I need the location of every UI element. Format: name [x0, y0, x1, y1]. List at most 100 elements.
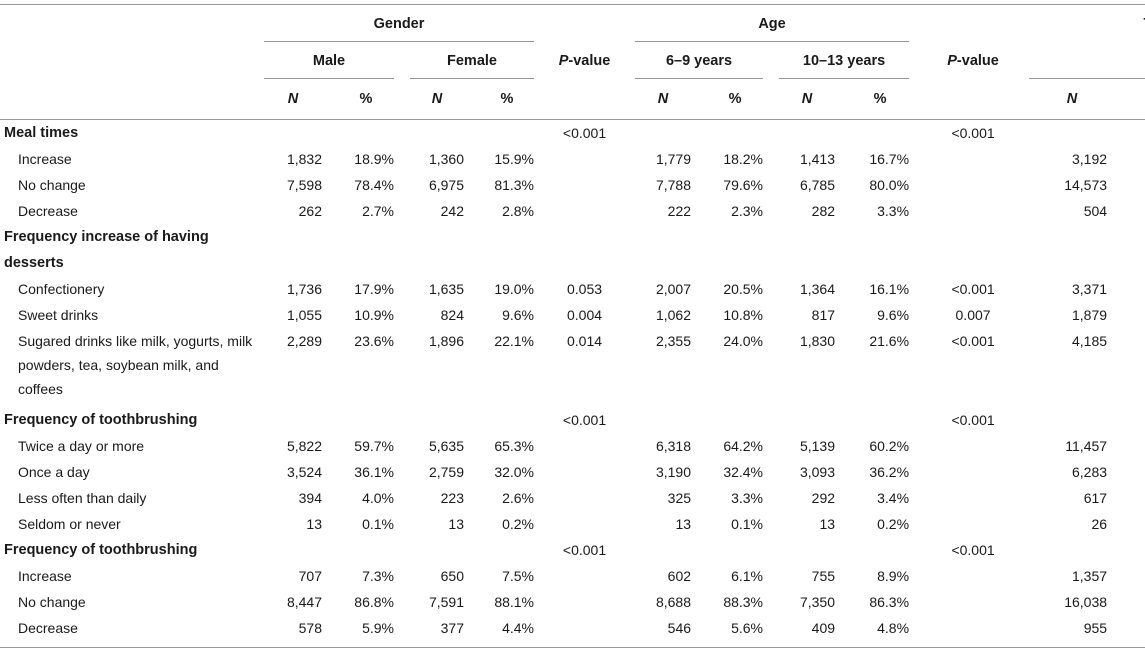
female-n-cell: 377	[440, 620, 464, 636]
total-n-cell: 4,185	[1072, 333, 1108, 349]
table-row: Sugared drinks like milk, yogurts, milk …	[0, 328, 1145, 407]
male-pct-cell: 4.0%	[362, 490, 394, 506]
total-n-cell: 11,457	[1065, 438, 1108, 454]
table-figure: Gender Age Total Male Female P-value 6–9…	[0, 4, 1145, 648]
female-n-cell: 1,635	[428, 281, 464, 297]
age69-n-cell: 7,788	[655, 177, 692, 193]
male-pct-cell: 2.7%	[362, 203, 394, 219]
male-n-cell: 8,447	[286, 594, 322, 610]
section-label: Frequency increase of having desserts	[4, 229, 209, 271]
p-value-gender-cell: <0.001	[562, 542, 607, 558]
age1013-pct-cell: 60.2%	[869, 438, 910, 454]
section-label: Frequency of toothbrushing	[4, 412, 198, 428]
age69-pct-cell: 10.8%	[723, 307, 764, 323]
female-pct-cell: 65.3%	[494, 438, 535, 454]
total-n-cell: 1,879	[1072, 307, 1108, 323]
age1013-pct-cell: 21.6%	[869, 333, 910, 349]
p-value-gender-cell: <0.001	[562, 125, 607, 141]
p-value-age-cell: <0.001	[951, 333, 995, 349]
male-pct-header: %	[359, 91, 373, 107]
table-row: No change 7,598 78.4% 6,975 81.3% 7,788 79.6% 6…	[0, 172, 1145, 198]
female-pct-cell: 9.6%	[502, 307, 535, 323]
p-value-age-cell: 0.007	[955, 307, 991, 323]
p-value-gender-cell	[542, 563, 627, 589]
female-n-cell: 650	[440, 568, 464, 584]
total-pct-cell: 7.4%	[1115, 563, 1145, 589]
male-pct-cell: 7.3%	[362, 568, 394, 584]
total-pct-cell: 2.8%	[1115, 198, 1145, 224]
table-row: Decrease 262 2.7% 242 2.8% 222 2.3% 282 3.3% 504 2…	[0, 198, 1145, 224]
age69-n-cell: 602	[667, 568, 692, 584]
total-pct-cell: 10.3%	[1115, 302, 1145, 328]
p-value-age-cell: <0.001	[951, 412, 995, 428]
data-table: Gender Age Total Male Female P-value 6–9…	[0, 4, 1145, 648]
male-pct-cell: 0.1%	[362, 516, 394, 532]
male-pct-cell: 86.8%	[354, 594, 394, 610]
age69-n-cell: 13	[675, 516, 692, 532]
age69-pct-cell: 6.1%	[731, 568, 764, 584]
age1013-pct-cell: 4.8%	[877, 620, 910, 636]
female-n-cell: 7,591	[428, 594, 464, 610]
male-n-cell: 2,289	[286, 333, 322, 349]
age69-n-cell: 6,318	[655, 438, 692, 454]
row-label: Increase	[18, 151, 72, 167]
female-pct-cell: 2.8%	[502, 203, 535, 219]
p-value-gender-cell: 0.053	[566, 281, 603, 297]
total-n-cell: 617	[1083, 490, 1108, 506]
male-pct-cell: 18.9%	[354, 151, 394, 167]
corner-cell	[0, 5, 256, 43]
p-value-age-cell	[917, 615, 1029, 648]
age1013-pct-cell: 9.6%	[877, 307, 910, 323]
row-label: Seldom or never	[18, 516, 121, 532]
age1013-n-cell: 7,350	[799, 594, 836, 610]
row-label: Increase	[18, 568, 72, 584]
total-pct-cell: 3.4%	[1115, 485, 1145, 511]
section-label: Frequency of toothbrushing	[4, 542, 198, 558]
age69-n-cell: 325	[667, 490, 692, 506]
gender-header: Gender	[256, 5, 542, 43]
male-n-cell: 1,832	[286, 151, 322, 167]
male-n-cell: 3,524	[286, 464, 322, 480]
male-pct-cell: 23.6%	[354, 333, 394, 349]
male-n-cell: 394	[298, 490, 322, 506]
age1013-pct-cell: 16.1%	[869, 281, 910, 297]
total-n-cell: 3,192	[1072, 151, 1108, 167]
female-n-cell: 2,759	[428, 464, 464, 480]
p-value-age-cell	[917, 485, 1029, 511]
table-row: Once a day 3,524 36.1% 2,759 32.0% 3,190 32.4%…	[0, 459, 1145, 485]
total-n-cell: 14,573	[1064, 177, 1108, 193]
p-value-age-cell: <0.001	[951, 542, 995, 558]
female-pct-cell: 2.6%	[502, 490, 535, 506]
female-n-cell: 824	[440, 307, 464, 323]
section-header-row: Meal times <0.001 <0.001	[0, 120, 1145, 147]
age69-n-cell: 2,007	[655, 281, 692, 297]
male-header: Male	[256, 42, 402, 79]
row-label: Sugared drinks like milk, yogurts, milk …	[18, 333, 253, 397]
age69-pct-cell: 24.0%	[723, 333, 764, 349]
total-n-cell: 955	[1083, 620, 1108, 636]
p-value-gender-cell	[542, 485, 627, 511]
age69-pct-cell: 18.2%	[723, 151, 764, 167]
p-value-gender-cell	[542, 615, 627, 648]
age69-n-cell: 8,688	[655, 594, 692, 610]
p-value-gender-cell	[542, 146, 627, 172]
p-value-age-cell	[917, 459, 1029, 485]
row-label: Decrease	[18, 620, 78, 636]
p-value-age-cell: <0.001	[951, 281, 995, 297]
table-row: Confectionery 1,736 17.9% 1,635 19.0% 0.053 2,…	[0, 276, 1145, 302]
age1013-n-cell: 3,093	[799, 464, 836, 480]
age69-pct-cell: 20.5%	[723, 281, 764, 297]
age-header: Age	[627, 5, 917, 43]
table-row: Increase 707 7.3% 650 7.5% 602 6.1% 755 8.9% 1,35…	[0, 563, 1145, 589]
age1013-n-cell: 292	[811, 490, 836, 506]
age1013-pct-header: %	[873, 91, 887, 107]
male-n-cell: 13	[306, 516, 322, 532]
table-row: Twice a day or more 5,822 59.7% 5,635 65.3% 6…	[0, 433, 1145, 459]
table-row: Seldom or never 13 0.1% 13 0.2% 13 0.1% 13 0.2% 2…	[0, 511, 1145, 537]
age69-pct-cell: 64.2%	[723, 438, 764, 454]
age1013-pct-cell: 8.9%	[877, 568, 910, 584]
age69-pct-cell: 0.1%	[731, 516, 764, 532]
total-pct-cell: 5.2%	[1115, 615, 1145, 648]
p-value-gender-cell	[542, 224, 627, 276]
p-value-age-cell	[917, 511, 1029, 537]
